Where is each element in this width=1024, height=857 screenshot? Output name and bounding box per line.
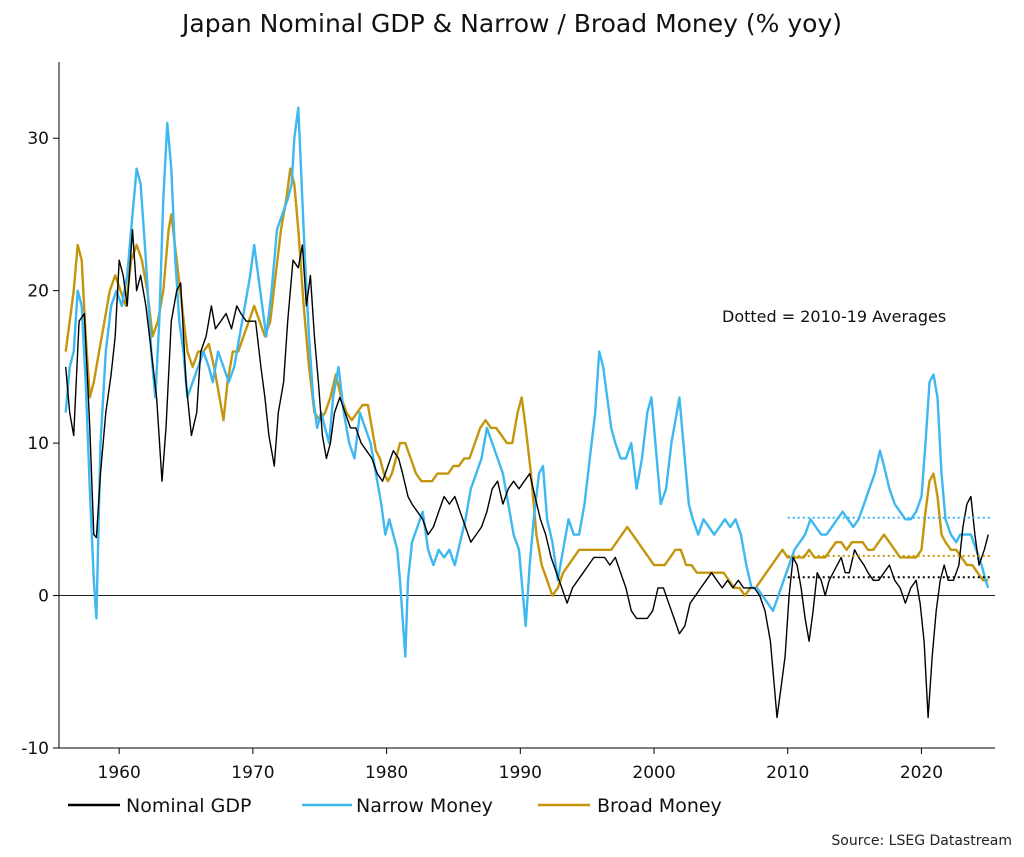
- y-tick-label: 20: [27, 282, 49, 302]
- series-layer: [64, 106, 990, 719]
- axis-ticks: -10 0 10 20 30 1960 1970 1980 1990 2000 2010 2020: [21, 129, 943, 783]
- series-line-narrow-money: [64, 106, 990, 658]
- x-tick-label: 2000: [632, 763, 675, 783]
- legend-label-nominal-gdp: Nominal GDP: [126, 795, 251, 817]
- legend-label-narrow-money: Narrow Money: [356, 795, 493, 817]
- x-tick-label: 1970: [231, 763, 274, 783]
- legend-label-broad-money: Broad Money: [597, 795, 722, 817]
- y-tick-label: 10: [27, 434, 49, 454]
- legend: Nominal GDP Narrow Money Broad Money: [68, 795, 722, 817]
- average-lines: [787, 516, 993, 579]
- x-tick-label: 2010: [766, 763, 809, 783]
- annotation: Dotted = 2010-19 Averages: [722, 307, 946, 326]
- x-tick-label: 2020: [900, 763, 943, 783]
- y-tick-label: -10: [21, 739, 49, 759]
- source-note: Source: LSEG Datastream: [831, 833, 1012, 849]
- x-tick-label: 1980: [365, 763, 408, 783]
- x-tick-label: 1960: [98, 763, 141, 783]
- y-tick-label: 30: [27, 129, 49, 149]
- chart-title: Japan Nominal GDP & Narrow / Broad Money…: [180, 9, 842, 38]
- series-line-nominal-gdp: [65, 229, 989, 719]
- y-tick-label: 0: [38, 587, 49, 607]
- series-line-broad-money: [64, 167, 989, 597]
- x-tick-label: 1990: [499, 763, 542, 783]
